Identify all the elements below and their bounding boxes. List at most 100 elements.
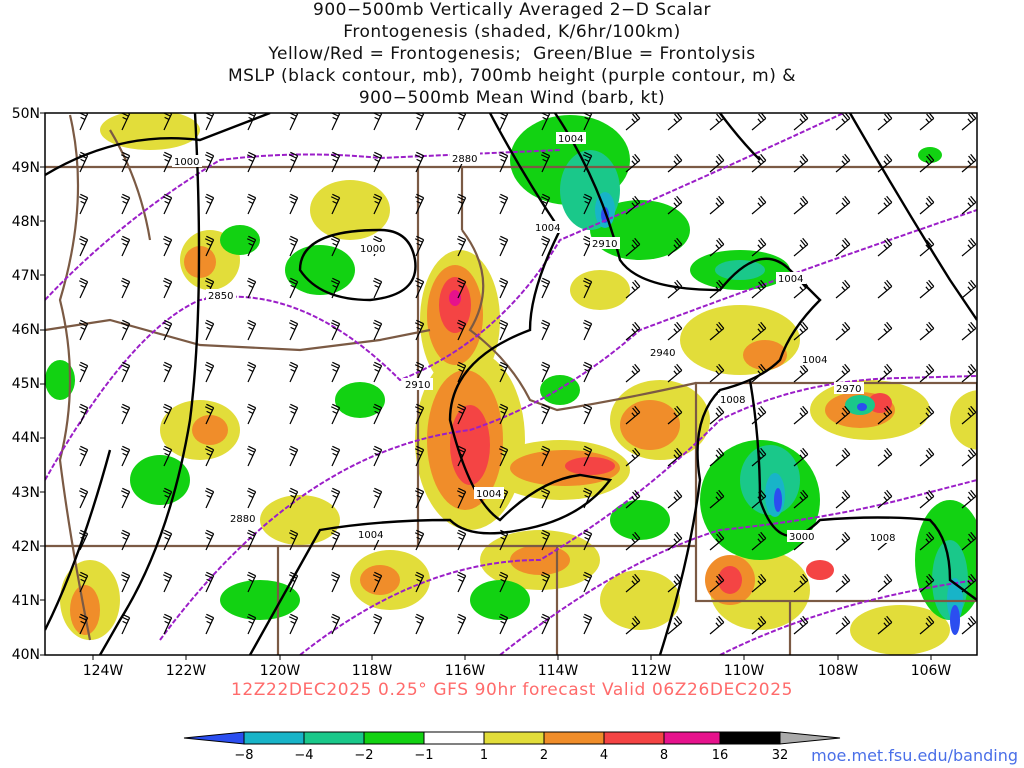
- wind-barb: [751, 363, 767, 383]
- wind-barb: [877, 447, 893, 467]
- wind-barb: [835, 153, 851, 173]
- wind-barb: [456, 403, 467, 425]
- wind-barb: [625, 321, 641, 341]
- wind-barb: [793, 489, 809, 509]
- wind-barb: [751, 447, 767, 467]
- svg-text:2970: 2970: [836, 384, 861, 395]
- colorbar-cell: [243, 731, 305, 745]
- wind-barb: [498, 361, 509, 383]
- wind-barb: [793, 573, 809, 593]
- svg-text:1000: 1000: [174, 157, 199, 168]
- wind-barb: [919, 321, 935, 341]
- svg-text:2940: 2940: [650, 348, 675, 359]
- colorbar-cell: [543, 731, 605, 745]
- title-line-5: 900−500mb Mean Wind (barb, kt): [358, 88, 666, 108]
- svg-text:1008: 1008: [870, 533, 895, 544]
- wind-barb: [372, 403, 383, 425]
- wind-barb: [78, 277, 89, 299]
- wind-barb: [288, 277, 299, 299]
- wind-barb: [246, 235, 257, 257]
- lat-label: 45N: [12, 376, 40, 392]
- wind-barb: [372, 151, 383, 173]
- wind-barb: [667, 279, 683, 299]
- wind-barb: [204, 571, 215, 593]
- wind-barb: [414, 235, 425, 257]
- wind-barb: [793, 615, 809, 635]
- wind-barb: [667, 363, 683, 383]
- wind-barb: [120, 571, 131, 593]
- wind-barb: [540, 487, 551, 509]
- wind-barb: [414, 193, 425, 215]
- wind-barb: [625, 237, 641, 257]
- wind-barb: [78, 319, 89, 341]
- wind-barb: [162, 571, 173, 593]
- colorbar-cell: [303, 731, 365, 745]
- wind-barb: [751, 321, 767, 341]
- mslp-label: 1004: [776, 272, 806, 285]
- wind-barb: [835, 573, 851, 593]
- wind-barb: [456, 445, 467, 467]
- wind-barb: [288, 361, 299, 383]
- wind-barb: [961, 405, 977, 425]
- wind-barb: [919, 615, 935, 635]
- colorbar-tick: 8: [660, 748, 668, 763]
- wind-barb: [667, 153, 683, 173]
- title-line-3: Yellow/Red = Frontogenesis; Green/Blue =…: [268, 44, 756, 64]
- wind-barb: [372, 613, 383, 635]
- wind-barb: [961, 363, 977, 383]
- wind-barb: [120, 403, 131, 425]
- wind-barb: [330, 151, 341, 173]
- wind-barbs: [78, 113, 977, 635]
- wind-barb: [414, 151, 425, 173]
- mslp-contours: [45, 113, 977, 655]
- wind-barb: [246, 403, 257, 425]
- wind-barb: [78, 529, 89, 551]
- lat-label: 40N: [12, 647, 40, 663]
- wind-barb: [162, 487, 173, 509]
- wind-barb: [751, 489, 767, 509]
- wind-barb: [751, 615, 767, 635]
- wind-barb: [667, 113, 683, 131]
- wind-barb: [667, 321, 683, 341]
- wind-barb: [456, 571, 467, 593]
- wind-barb: [414, 113, 425, 131]
- wind-barb: [372, 319, 383, 341]
- wind-barb: [582, 487, 593, 509]
- wind-barb: [709, 489, 725, 509]
- wind-barb: [582, 151, 593, 173]
- wind-barb: [372, 277, 383, 299]
- lat-label: 42N: [12, 539, 40, 555]
- wind-barb: [582, 403, 593, 425]
- wind-barb: [667, 405, 683, 425]
- wind-barb: [288, 151, 299, 173]
- wind-barb: [582, 571, 593, 593]
- lon-label: 106W: [911, 663, 952, 679]
- wind-barb: [919, 531, 935, 551]
- wind-barb: [919, 113, 935, 131]
- wind-barb: [162, 445, 173, 467]
- wind-barb: [793, 113, 809, 131]
- wind-barb: [709, 531, 725, 551]
- wind-barb: [835, 237, 851, 257]
- mslp-label: 1008: [718, 393, 748, 406]
- svg-text:1008: 1008: [720, 395, 745, 406]
- colorbar-tick: −1: [414, 748, 433, 763]
- svg-text:3000: 3000: [789, 532, 814, 543]
- wind-barb: [414, 319, 425, 341]
- wind-barb: [204, 113, 215, 131]
- wind-barb: [456, 113, 467, 131]
- wind-barb: [288, 113, 299, 131]
- lat-label: 43N: [12, 485, 40, 501]
- wind-barb: [372, 361, 383, 383]
- wind-barb: [961, 237, 977, 257]
- height-label: 2880: [228, 512, 258, 525]
- wind-barb: [330, 193, 341, 215]
- wind-barb: [162, 319, 173, 341]
- lat-axis: 50N 49N 48N 47N 46N 45N 44N 43N 42N 41N …: [12, 106, 40, 663]
- wind-barb: [877, 405, 893, 425]
- wind-barb: [877, 321, 893, 341]
- wind-barb: [751, 573, 767, 593]
- svg-text:2880: 2880: [230, 514, 255, 525]
- wind-barb: [582, 529, 593, 551]
- wind-barb: [204, 403, 215, 425]
